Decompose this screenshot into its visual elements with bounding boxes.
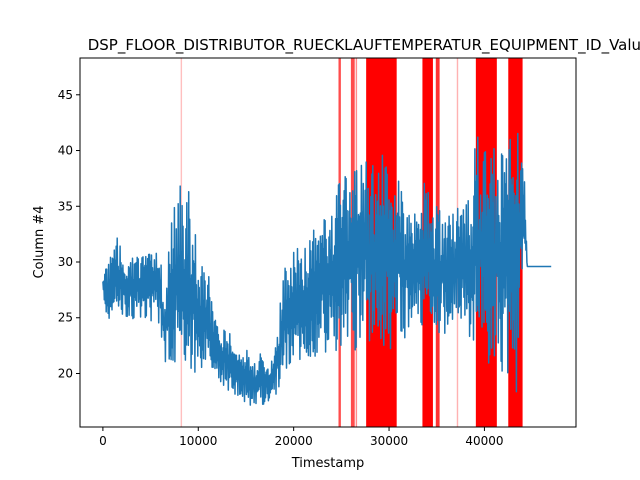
y-tick-label: 40 <box>58 144 73 158</box>
y-tick-label: 25 <box>58 311 73 325</box>
y-tick-label: 20 <box>58 366 73 380</box>
y-axis: 20 25 30 35 40 45 <box>58 88 80 380</box>
x-tick-label: 30000 <box>370 434 408 448</box>
series-line <box>102 132 552 406</box>
y-tick-label: 30 <box>58 255 73 269</box>
x-tick-label: 0 <box>99 434 107 448</box>
x-axis-label: Timestamp <box>291 456 365 471</box>
y-axis-label: Column #4 <box>32 205 47 278</box>
plot-frame <box>79 57 577 428</box>
x-tick-label: 20000 <box>275 434 313 448</box>
y-tick-label: 35 <box>58 199 73 213</box>
x-tick-label: 40000 <box>465 434 503 448</box>
x-tick-label: 10000 <box>179 434 217 448</box>
y-tick-label: 45 <box>58 88 73 102</box>
x-axis: 0 10000 20000 30000 40000 <box>99 427 504 448</box>
chart-title: DSP_FLOOR_DISTRIBUTOR_RUECKLAUFTEMPERATU… <box>88 36 640 55</box>
series-layer <box>102 132 552 406</box>
